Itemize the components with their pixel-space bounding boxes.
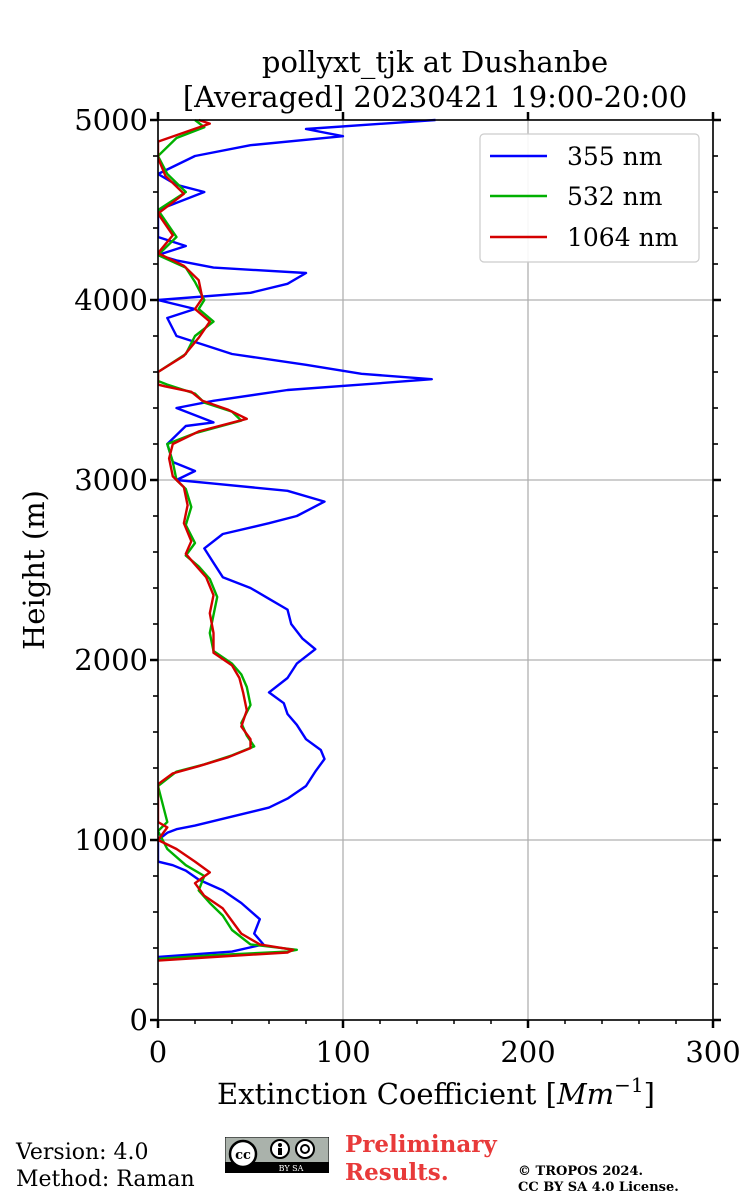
cc-logo-text: cc — [235, 1148, 251, 1163]
x-axis-label: Extinction Coefficient [Mm−1] — [217, 1073, 655, 1111]
legend: 355 nm 532 nm 1064 nm — [479, 133, 700, 263]
series-line-1064-nm — [158, 118, 295, 962]
cc-badge-label: BY SA — [279, 1164, 304, 1173]
cc-license-badge: cc BY SA — [225, 1137, 329, 1173]
x-axis-label-close: ] — [644, 1077, 655, 1111]
version-text: Version: 4.0 — [16, 1140, 149, 1165]
x-tick-label: 200 — [500, 1035, 555, 1069]
preliminary-line1: Preliminary — [345, 1131, 497, 1158]
x-tick-label: 300 — [685, 1035, 740, 1069]
chart-title-line2: [Averaged] 20230421 19:00-20:00 — [183, 80, 687, 114]
x-tick-label: 0 — [149, 1035, 167, 1069]
legend-label-532: 532 nm — [567, 182, 663, 211]
y-tick-label: 0 — [130, 1003, 148, 1037]
series-line-355-nm — [158, 118, 436, 959]
sa-sharealike-arrow — [300, 1144, 310, 1154]
y-tick-label: 3000 — [74, 463, 148, 497]
x-axis-label-exponent: −1 — [614, 1073, 643, 1097]
legend-box — [479, 133, 700, 263]
series-lines — [158, 118, 436, 962]
legend-label-1064: 1064 nm — [567, 223, 679, 252]
footer-version-method: Version: 4.0 Method: Raman — [16, 1139, 195, 1193]
x-tick-label: 100 — [315, 1035, 370, 1069]
plot-frame — [157, 119, 714, 1021]
copyright-notice: © TROPOS 2024. CC BY SA 4.0 License. — [518, 1164, 679, 1196]
sa-sharealike-icon — [295, 1139, 315, 1159]
copyright-line2: CC BY SA 4.0 License. — [518, 1180, 679, 1195]
by-attribution-head — [278, 1143, 282, 1147]
x-axis-label-unit: Mm — [556, 1077, 614, 1111]
method-text: Method: Raman — [16, 1167, 195, 1192]
cc-badge-bar — [225, 1162, 329, 1173]
cc-logo-icon — [228, 1139, 258, 1169]
x-axis-label-text: Extinction Coefficient [ — [217, 1077, 557, 1111]
y-tick-label: 4000 — [74, 283, 148, 317]
y-axis-label: Height (m) — [17, 490, 51, 650]
preliminary-line2: Results. — [345, 1159, 449, 1186]
y-tick-label: 5000 — [74, 103, 148, 137]
series-line-532-nm — [158, 119, 298, 960]
copyright-line1: © TROPOS 2024. — [518, 1164, 644, 1179]
by-attribution-body — [278, 1148, 282, 1155]
chart-title-line1: pollyxt_tjk at Dushanbe — [262, 45, 608, 80]
legend-label-355: 355 nm — [567, 142, 663, 171]
y-tick-label: 2000 — [74, 643, 148, 677]
extinction-profile-chart: pollyxt_tjk at Dushanbe [Averaged] 20230… — [17, 45, 741, 1111]
y-tick-label: 1000 — [74, 823, 148, 857]
preliminary-notice: Preliminary Results. — [345, 1131, 497, 1187]
